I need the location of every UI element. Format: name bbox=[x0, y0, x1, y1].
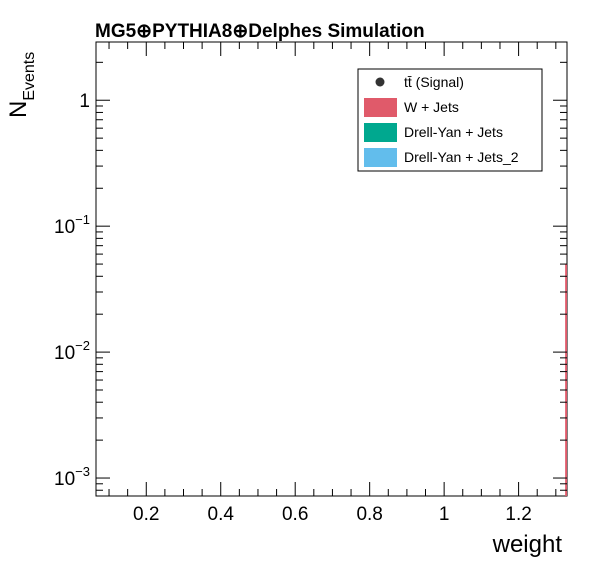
y-axis-title-main: N bbox=[5, 101, 32, 118]
x-tick-label: 0.8 bbox=[356, 504, 382, 525]
x-axis-title: weight bbox=[492, 531, 563, 558]
legend-swatch bbox=[364, 98, 397, 117]
legend-label: W + Jets bbox=[404, 99, 459, 115]
y-tick-label: 10−1 bbox=[54, 212, 90, 238]
legend-swatch bbox=[364, 148, 397, 167]
y-axis-title: NEvents bbox=[5, 52, 38, 118]
legend-label: Drell-Yan + Jets bbox=[404, 124, 503, 140]
legend-marker bbox=[375, 77, 385, 87]
legend-entry: Drell-Yan + Jets_2 bbox=[364, 148, 519, 167]
x-tick-label: 0.4 bbox=[208, 504, 235, 525]
y-tick-label: 1 bbox=[79, 91, 90, 112]
legend-label: tt̄ (Signal) bbox=[404, 74, 464, 90]
legend: tt̄ (Signal) W + Jets Drell-Yan + Jets Drel… bbox=[357, 68, 543, 172]
y-axis-title-sub: Events bbox=[21, 52, 38, 101]
x-tick-label: 1 bbox=[439, 504, 450, 525]
legend-swatch bbox=[364, 123, 397, 142]
legend-entry: tt̄ (Signal) bbox=[375, 74, 464, 90]
x-tick-label: 0.6 bbox=[282, 504, 308, 525]
y-tick-label: 10−3 bbox=[54, 464, 90, 490]
x-tick-label: 0.2 bbox=[133, 504, 159, 525]
legend-label: Drell-Yan + Jets_2 bbox=[404, 149, 519, 165]
chart-title: MG5⊕PYTHIA8⊕Delphes Simulation bbox=[95, 21, 425, 42]
x-tick-label: 1.2 bbox=[505, 504, 531, 525]
legend-entry: W + Jets bbox=[364, 98, 459, 117]
legend-entry: Drell-Yan + Jets bbox=[364, 123, 503, 142]
y-tick-label: 10−2 bbox=[54, 338, 90, 364]
